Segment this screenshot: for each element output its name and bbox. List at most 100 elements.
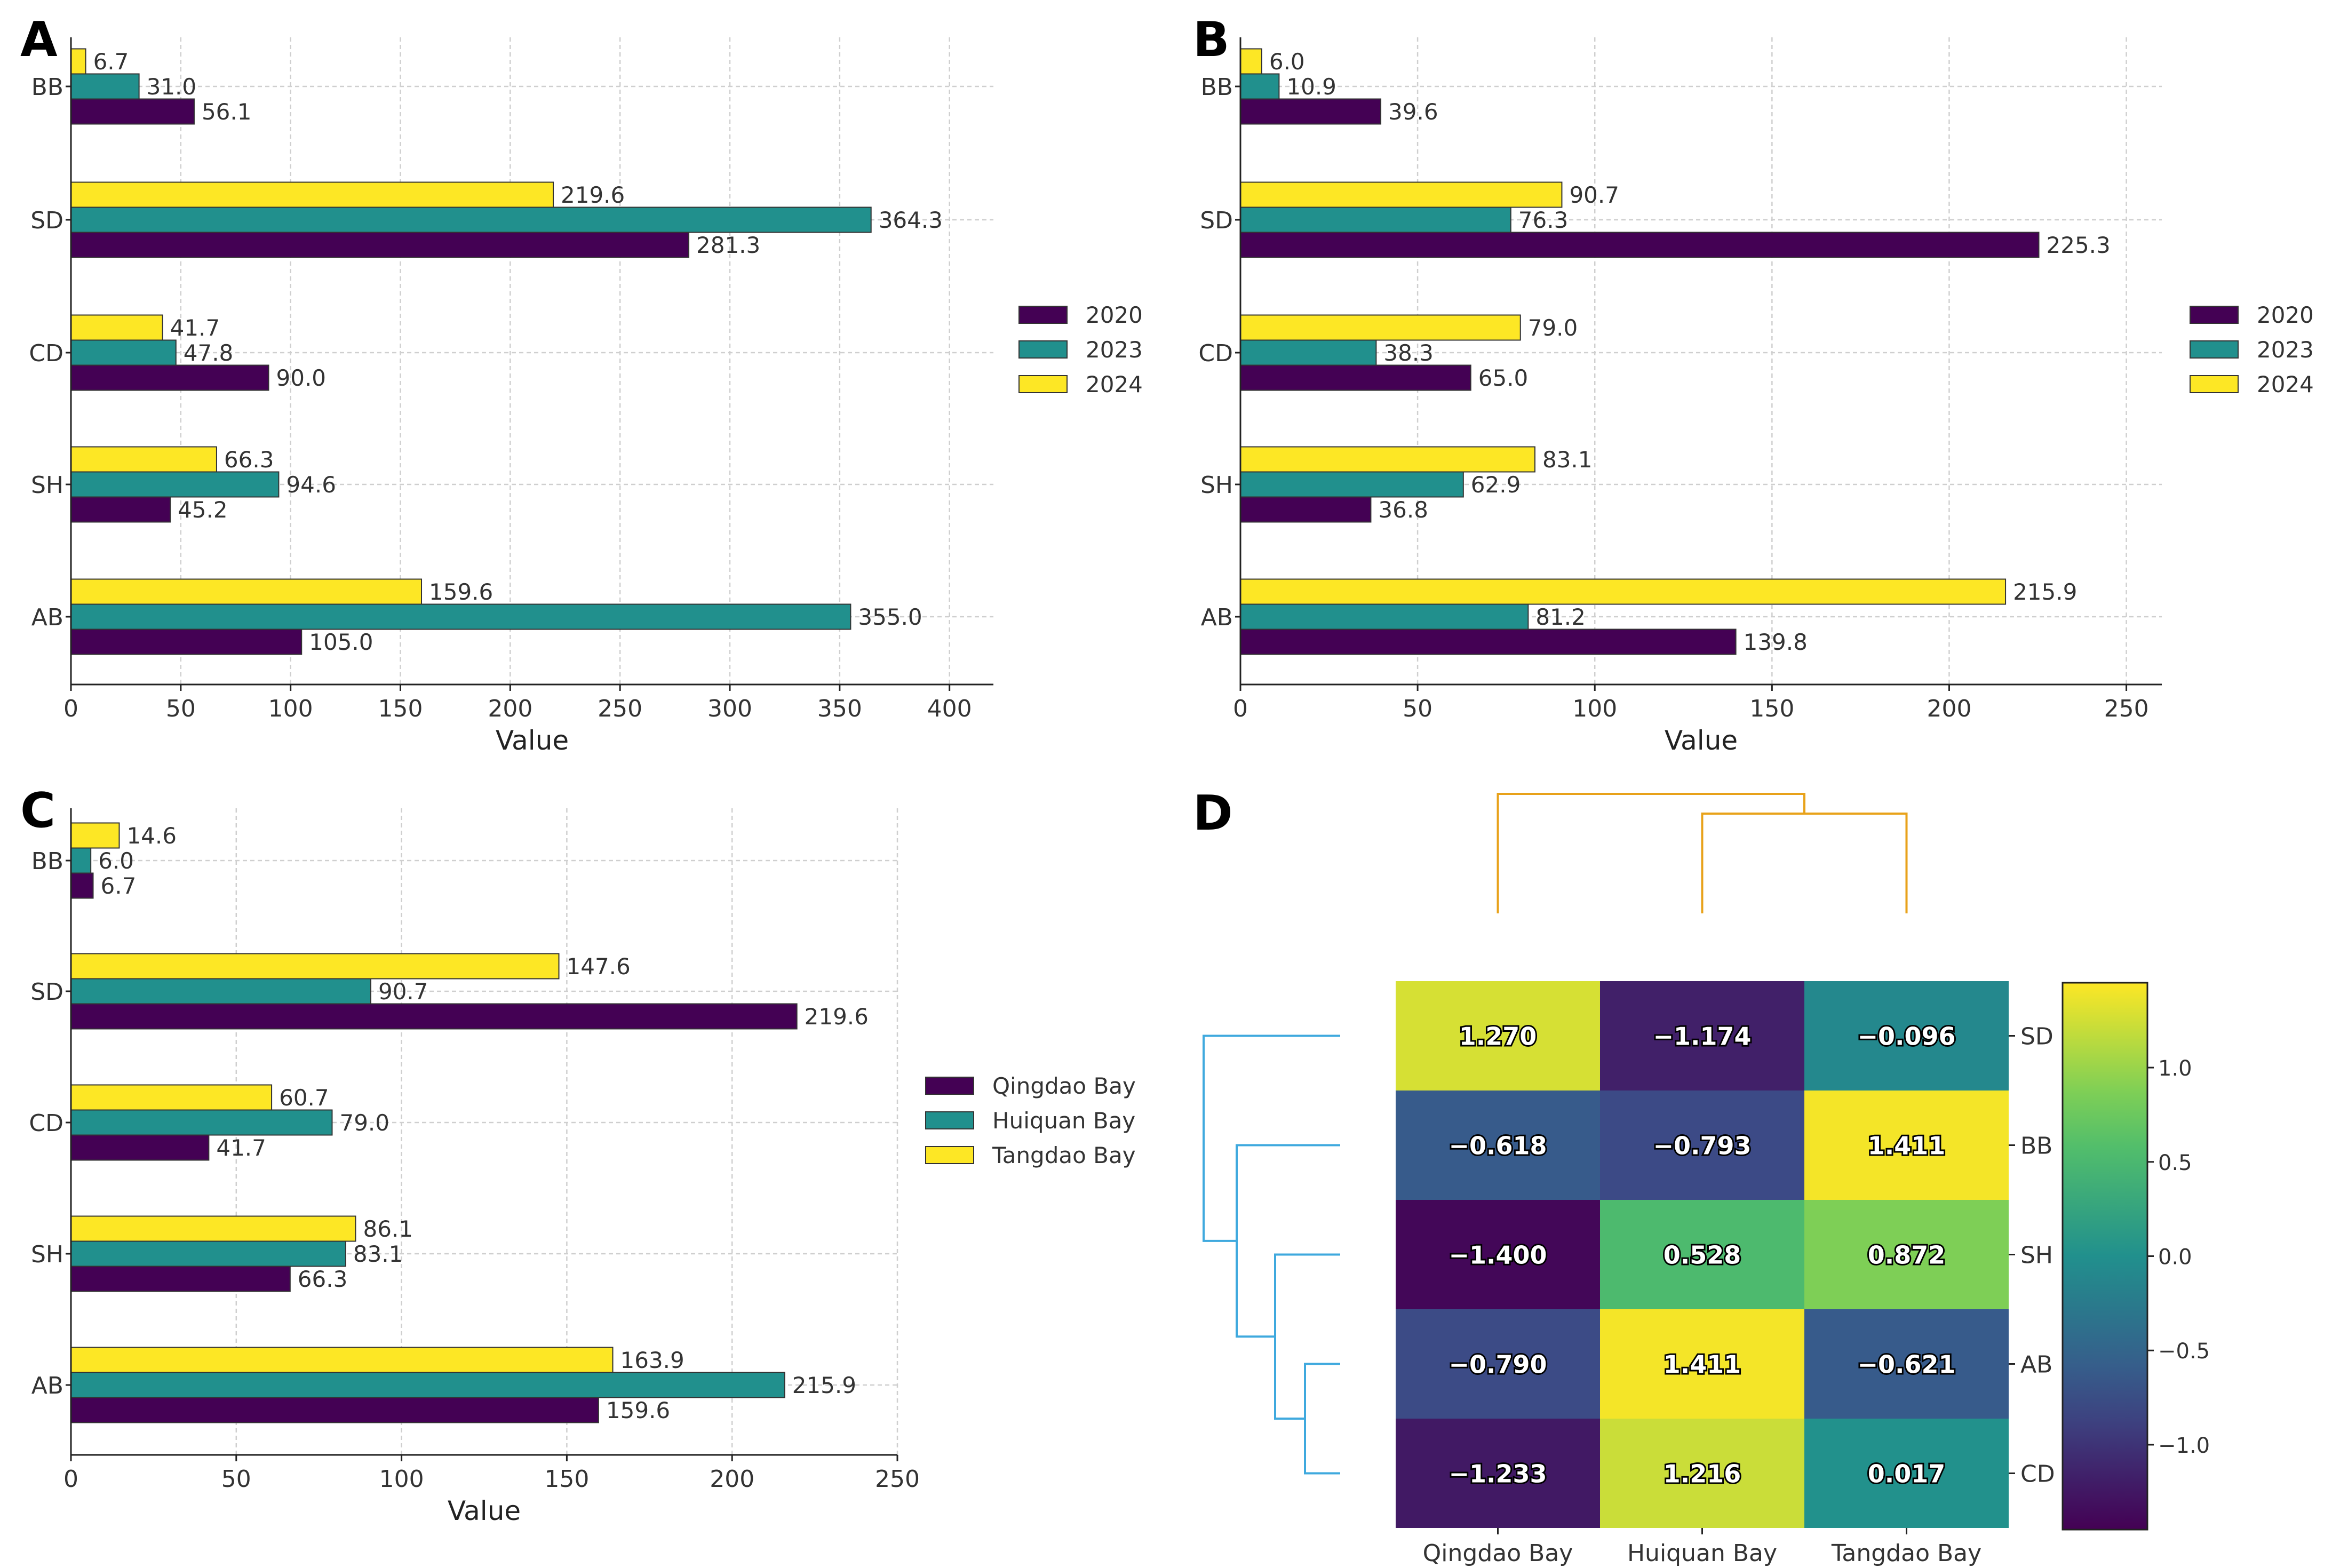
x-tick-label: 50 bbox=[221, 1466, 251, 1493]
bar-cd-2020 bbox=[70, 364, 269, 391]
bar-sh-tangdao-bay bbox=[70, 1215, 356, 1242]
heatmap-value-label: −1.400 bbox=[1448, 1241, 1547, 1270]
bar-cd-huiquan-bay bbox=[70, 1109, 333, 1136]
bar-cd-qingdao-bay bbox=[70, 1134, 210, 1161]
bar-cd-2023 bbox=[1240, 339, 1377, 366]
data-label: 10.9 bbox=[1286, 74, 1336, 100]
heatmap-cell-cd-1 bbox=[1600, 1419, 1804, 1528]
bar-ab-huiquan-bay bbox=[70, 1372, 785, 1398]
row-dendrogram-branch bbox=[1203, 1034, 1340, 1242]
bar-bb-2024 bbox=[70, 48, 86, 75]
data-label: 36.8 bbox=[1378, 497, 1428, 523]
heatmap-cell-sh-0 bbox=[1396, 1200, 1600, 1309]
colorbar-tick-label: −1.0 bbox=[2158, 1434, 2210, 1458]
x-axis-title: Value bbox=[496, 725, 569, 756]
panel-a-bar-chart: 6.7 31.056.1 BB 219.6 364.3 281.3 SD 41.747.8 90… bbox=[20, 12, 1143, 756]
bar-sd-2020 bbox=[70, 232, 690, 258]
y-tick-label-sd: SD bbox=[30, 978, 63, 1006]
x-tick-label: 350 bbox=[817, 695, 862, 722]
y-tick-label-ab: AB bbox=[31, 604, 63, 631]
y-tick-label-cd: CD bbox=[29, 1110, 63, 1137]
y-tick-label-sh: SH bbox=[31, 1241, 63, 1268]
heatmap-value-label: −0.621 bbox=[1857, 1350, 1955, 1379]
heatmap-value-label: −0.096 bbox=[1857, 1022, 1955, 1051]
data-label: 65.0 bbox=[1478, 365, 1529, 391]
heatmap-cell-sd-1 bbox=[1600, 981, 1804, 1091]
column-dendrogram-branch bbox=[1497, 793, 1805, 913]
data-label: 83.1 bbox=[1542, 447, 1593, 473]
data-label: 66.3 bbox=[298, 1266, 348, 1292]
bar-ab-2023 bbox=[1240, 603, 1529, 630]
data-label: 90.7 bbox=[378, 978, 428, 1005]
heatmap-value-label: −0.793 bbox=[1653, 1132, 1751, 1160]
legend-swatch-huiquan-bay bbox=[925, 1111, 974, 1129]
colorbar-tick-label: 0.0 bbox=[2158, 1245, 2192, 1270]
data-label: 281.3 bbox=[696, 232, 760, 258]
bar-sd-2023 bbox=[1240, 206, 1511, 233]
bar-cd-2020 bbox=[1240, 364, 1471, 391]
heatmap-value-label: −1.174 bbox=[1653, 1022, 1751, 1051]
colorbar-tick-label: 1.0 bbox=[2158, 1056, 2192, 1081]
x-tick-label: 0 bbox=[1233, 695, 1248, 722]
bar-ab-2023 bbox=[70, 603, 851, 630]
bar-ab-qingdao-bay bbox=[70, 1397, 599, 1423]
data-label: 163.9 bbox=[620, 1347, 685, 1373]
bar-ab-2020 bbox=[1240, 628, 1737, 655]
bar-ab-2020 bbox=[70, 628, 303, 655]
heatmap-cell-sd-2 bbox=[1804, 981, 2009, 1091]
heatmap-value-label: −0.618 bbox=[1448, 1132, 1547, 1160]
legend-label: Tangdao Bay bbox=[992, 1142, 1136, 1168]
heatmap-value-label: −0.790 bbox=[1448, 1350, 1547, 1379]
bar-ab-2024 bbox=[1240, 578, 2007, 605]
heatmap-value-label: 0.528 bbox=[1664, 1241, 1741, 1270]
data-label: 79.0 bbox=[339, 1110, 389, 1136]
data-label: 94.6 bbox=[286, 472, 336, 498]
data-label: 215.9 bbox=[792, 1372, 856, 1398]
data-label: 45.2 bbox=[178, 497, 228, 523]
data-label: 39.6 bbox=[1388, 99, 1438, 125]
data-label: 225.3 bbox=[2047, 232, 2111, 258]
heatmap-value-label: 1.411 bbox=[1664, 1350, 1741, 1379]
data-label: 38.3 bbox=[1383, 340, 1434, 366]
data-label: 76.3 bbox=[1518, 207, 1569, 233]
heatmap-value-label: −1.233 bbox=[1448, 1460, 1547, 1489]
data-label: 105.0 bbox=[309, 629, 373, 655]
x-tick-label: 50 bbox=[1403, 695, 1432, 722]
bar-sh-2024 bbox=[70, 446, 217, 473]
panel-d-clustered-heatmap: D 1.270 −1.174 −0.096 −0.618 −0.793 1.411 −1.40… bbox=[1193, 785, 2210, 1567]
data-label: 219.6 bbox=[805, 1004, 869, 1030]
column-label-huiquan-bay: Huiquan Bay bbox=[1627, 1540, 1777, 1567]
panel-letter: A bbox=[20, 12, 58, 68]
legend-label: 2024 bbox=[1086, 371, 1143, 397]
x-tick-label: 100 bbox=[379, 1466, 424, 1493]
row-label-sh: SH bbox=[2020, 1242, 2053, 1269]
heatmap-cell-cd-2 bbox=[1804, 1419, 2009, 1528]
heatmap-value-label: 0.872 bbox=[1868, 1241, 1946, 1270]
bar-bb-2024 bbox=[1240, 48, 1262, 75]
bar-sh-2023 bbox=[1240, 471, 1464, 498]
x-tick-label: 100 bbox=[1572, 695, 1617, 722]
x-tick-label: 150 bbox=[1749, 695, 1794, 722]
y-tick-label-cd: CD bbox=[1198, 340, 1233, 367]
heatmap-cell-ab-0 bbox=[1396, 1309, 1600, 1419]
panel-c-bar-chart: 14.66.06.7 BB 147.6 90.7 219.6 SD 60.7 79.0 41.7… bbox=[20, 783, 1136, 1526]
bar-bb-qingdao-bay bbox=[70, 872, 94, 899]
colorbar-tick-label: −0.5 bbox=[2158, 1339, 2210, 1364]
x-tick-label: 250 bbox=[598, 695, 642, 722]
legend-swatch-2024 bbox=[1018, 375, 1068, 393]
data-label: 41.7 bbox=[170, 315, 220, 341]
data-label: 66.3 bbox=[224, 447, 274, 473]
bar-cd-2024 bbox=[70, 314, 163, 341]
x-tick-label: 200 bbox=[488, 695, 532, 722]
heatmap-cell-bb-0 bbox=[1396, 1091, 1600, 1200]
data-label: 364.3 bbox=[879, 207, 943, 233]
data-label: 159.6 bbox=[606, 1397, 670, 1423]
heatmap-cell-sd-0 bbox=[1396, 981, 1600, 1091]
legend-swatch-qingdao-bay bbox=[925, 1077, 974, 1095]
x-axis-title: Value bbox=[448, 1495, 521, 1526]
legend-swatch-2023 bbox=[2190, 340, 2239, 359]
bar-sd-2023 bbox=[70, 206, 872, 233]
heatmap-cell-bb-1 bbox=[1600, 1091, 1804, 1200]
y-tick-label-bb: BB bbox=[31, 848, 63, 875]
row-dendrogram-branch bbox=[1236, 1144, 1340, 1338]
